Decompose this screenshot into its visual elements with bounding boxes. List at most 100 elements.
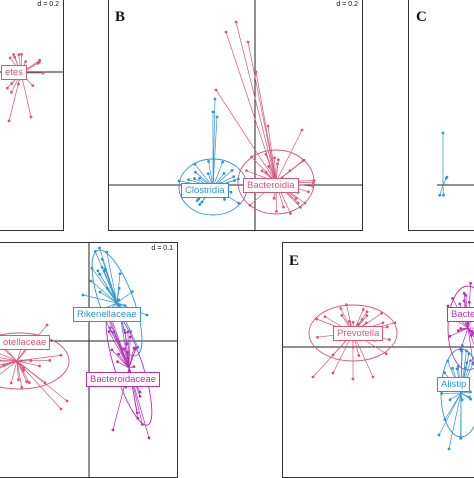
scale-label: d = 0.2 xyxy=(336,1,358,8)
sample-point xyxy=(468,301,471,304)
sample-point xyxy=(25,380,28,383)
sample-point xyxy=(275,210,278,213)
sample-point xyxy=(223,198,226,201)
sample-point xyxy=(245,169,248,172)
sample-point xyxy=(340,314,343,317)
sample-point xyxy=(187,178,190,181)
sample-point xyxy=(125,342,128,345)
sample-point xyxy=(469,359,472,362)
sample-point xyxy=(273,157,276,160)
sample-point xyxy=(129,336,132,339)
sample-point xyxy=(200,201,203,204)
group-label-a-1: etes xyxy=(1,65,27,80)
sample-point xyxy=(99,291,102,294)
scale-label: d = 0.1 xyxy=(151,245,173,252)
sample-point xyxy=(221,161,224,164)
sample-point xyxy=(276,163,279,166)
sample-point xyxy=(225,31,228,34)
ray xyxy=(449,393,461,449)
group-label-alistip: Alistip xyxy=(437,377,470,392)
star-e-bacte xyxy=(447,282,474,365)
sample-point xyxy=(297,202,300,205)
ray xyxy=(17,361,61,409)
group-label-bacteroidaceae: Bacteroidaceae xyxy=(86,372,160,387)
sample-point xyxy=(38,365,41,368)
sample-point xyxy=(446,176,449,179)
sample-point xyxy=(237,178,240,181)
sample-point xyxy=(233,179,236,182)
panel-a-plot xyxy=(0,0,63,230)
group-label-bacteroidia: Bacteroidia xyxy=(243,178,299,193)
sample-point xyxy=(126,331,129,334)
sample-point xyxy=(12,53,15,56)
sample-point xyxy=(339,307,342,310)
sample-point xyxy=(131,290,134,293)
ray xyxy=(256,72,276,182)
sample-point xyxy=(289,212,292,215)
ray xyxy=(17,361,67,401)
sample-point xyxy=(468,352,471,355)
sample-point xyxy=(198,203,201,206)
sample-point xyxy=(457,329,460,332)
sample-point xyxy=(96,269,99,272)
sample-point xyxy=(458,303,461,306)
ray xyxy=(11,361,17,383)
ray xyxy=(17,355,61,361)
sample-point xyxy=(438,194,441,197)
sample-point xyxy=(362,308,365,311)
sample-point xyxy=(193,163,196,166)
sample-point xyxy=(465,294,468,297)
sample-point xyxy=(457,365,460,368)
sample-point xyxy=(247,41,250,44)
sample-point xyxy=(313,179,316,182)
sample-point xyxy=(463,292,466,295)
sample-point xyxy=(28,381,31,384)
panel-letter: E xyxy=(289,253,299,270)
ray xyxy=(461,392,470,393)
sample-point xyxy=(24,60,27,63)
sample-point xyxy=(123,347,126,350)
sample-point xyxy=(91,267,94,270)
panel-b-plot xyxy=(109,0,362,230)
sample-point xyxy=(273,197,276,200)
sample-point xyxy=(332,372,335,375)
sample-point xyxy=(237,202,240,205)
sample-point xyxy=(215,89,218,92)
sample-point xyxy=(448,335,451,338)
sample-point xyxy=(214,98,217,101)
sample-point xyxy=(372,376,375,379)
sample-point xyxy=(13,56,16,59)
panel-c: C xyxy=(408,0,474,231)
sample-point xyxy=(301,129,304,132)
sample-point xyxy=(250,155,253,158)
sample-point xyxy=(235,21,238,24)
sample-point xyxy=(459,327,462,330)
sample-point xyxy=(451,297,454,300)
panel-letter: B xyxy=(115,9,125,26)
sample-point xyxy=(123,329,126,332)
sample-point xyxy=(207,172,210,175)
sample-point xyxy=(20,386,23,389)
sample-point xyxy=(316,336,319,339)
sample-point xyxy=(10,91,13,94)
sample-point xyxy=(119,272,122,275)
sample-point xyxy=(216,116,219,119)
sample-point xyxy=(139,395,142,398)
sample-point xyxy=(223,172,226,175)
sample-point xyxy=(255,71,258,74)
sample-point xyxy=(324,315,327,318)
sample-point xyxy=(17,378,20,381)
sample-point xyxy=(267,125,270,128)
sample-point xyxy=(451,367,454,370)
sample-point xyxy=(442,132,445,135)
sample-point xyxy=(194,171,197,174)
sample-point xyxy=(90,280,93,283)
sample-point xyxy=(249,204,252,207)
sample-point xyxy=(94,250,97,253)
sample-point xyxy=(230,191,233,194)
sample-point xyxy=(133,347,136,350)
sample-point xyxy=(212,111,215,114)
sample-point xyxy=(302,159,305,162)
sample-point xyxy=(307,190,310,193)
sample-point xyxy=(461,399,464,402)
